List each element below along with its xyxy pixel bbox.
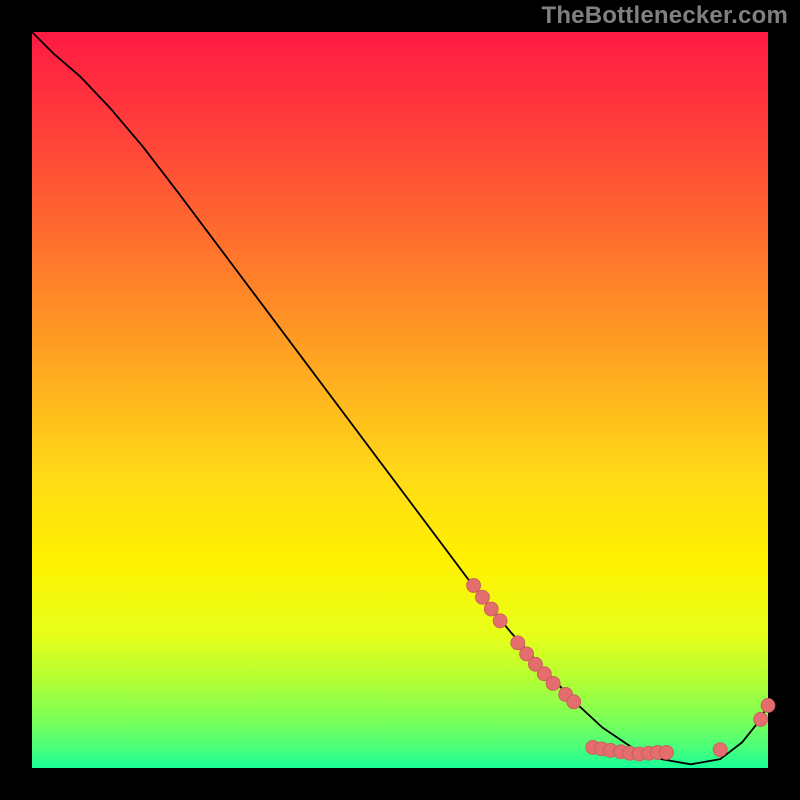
data-point-marker xyxy=(761,698,775,712)
plot-background xyxy=(32,32,768,768)
data-point-marker xyxy=(713,743,727,757)
bottleneck-curve-chart xyxy=(0,0,800,800)
chart-frame: TheBottlenecker.com xyxy=(0,0,800,800)
data-point-marker xyxy=(484,602,498,616)
data-point-marker xyxy=(475,590,489,604)
data-point-marker xyxy=(659,746,673,760)
data-point-marker xyxy=(467,578,481,592)
data-point-marker xyxy=(567,695,581,709)
data-point-marker xyxy=(754,712,768,726)
data-point-marker xyxy=(546,676,560,690)
data-point-marker xyxy=(493,614,507,628)
